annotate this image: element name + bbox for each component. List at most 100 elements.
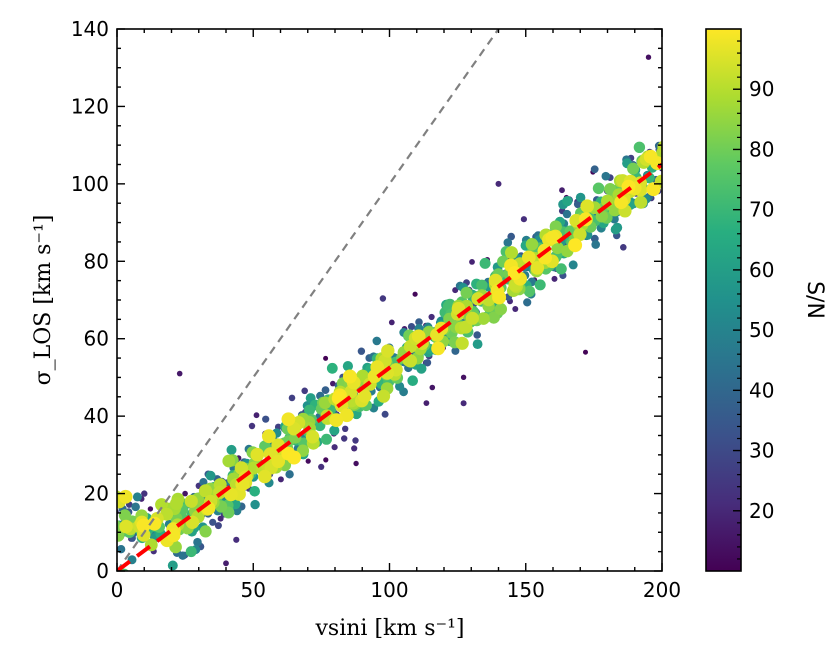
data-point <box>170 497 183 510</box>
y-tick-label: 100 <box>71 172 109 196</box>
data-point <box>185 546 197 558</box>
data-point <box>559 187 565 194</box>
data-point <box>633 141 646 153</box>
data-point <box>381 344 395 358</box>
data-point <box>455 336 469 350</box>
colorbar-tick-label: 50 <box>749 318 774 342</box>
data-point <box>592 182 605 195</box>
y-tick-label: 60 <box>84 327 109 351</box>
y-tick-label: 20 <box>84 482 109 506</box>
data-point <box>217 515 224 522</box>
colorbar-tick-label: 70 <box>749 198 774 222</box>
data-point <box>330 380 336 387</box>
data-point <box>634 195 648 209</box>
data-point <box>423 359 432 367</box>
data-point <box>573 200 582 209</box>
data-point <box>357 389 372 403</box>
y-tick-label: 80 <box>84 249 109 273</box>
data-point <box>545 230 560 245</box>
data-point <box>132 492 142 502</box>
data-point <box>525 238 539 251</box>
data-point <box>367 369 382 384</box>
data-point <box>575 192 586 203</box>
data-point <box>119 519 133 534</box>
data-point <box>147 506 154 512</box>
data-point <box>620 244 627 251</box>
data-point <box>407 323 416 331</box>
data-point <box>465 311 479 325</box>
data-point <box>178 551 187 560</box>
data-point <box>305 430 320 444</box>
data-point <box>494 302 507 316</box>
data-point <box>614 195 628 210</box>
x-tick-label: 150 <box>507 578 545 602</box>
data-point <box>388 319 395 326</box>
data-point <box>141 490 148 497</box>
data-point <box>253 412 260 419</box>
axis-ticks: 0 50 100 150 200 0 20 40 60 80 100 120 140 <box>71 17 681 602</box>
data-point <box>495 180 502 187</box>
data-point <box>555 263 567 275</box>
data-point <box>199 478 208 487</box>
data-point <box>627 162 640 175</box>
colorbar-ticks: 20 30 40 50 60 70 80 90 <box>733 40 774 560</box>
data-point <box>423 400 430 406</box>
data-point <box>407 375 419 387</box>
data-point <box>568 260 578 270</box>
data-point <box>285 470 294 479</box>
data-point <box>318 463 325 470</box>
data-point <box>339 408 354 423</box>
data-point <box>472 339 483 349</box>
colorbar <box>706 29 741 571</box>
data-point <box>262 429 276 444</box>
data-point <box>287 450 301 465</box>
data-point <box>573 227 587 242</box>
data-point <box>551 241 564 255</box>
data-point <box>250 499 260 510</box>
data-point <box>140 602 146 608</box>
data-point <box>429 384 436 391</box>
colorbar-tick-label: 20 <box>749 499 774 523</box>
data-point <box>381 410 389 418</box>
data-point <box>411 329 426 344</box>
data-point <box>428 313 435 321</box>
data-point <box>460 374 467 380</box>
data-point <box>591 240 600 249</box>
data-point <box>351 445 358 452</box>
data-point <box>376 389 391 403</box>
data-point <box>341 435 348 442</box>
data-point <box>342 425 349 432</box>
data-point <box>281 412 296 427</box>
data-point <box>473 331 482 339</box>
data-point <box>395 381 405 391</box>
data-point <box>214 522 222 530</box>
data-point <box>610 224 621 235</box>
data-point <box>471 292 485 306</box>
colorbar-tick-label: 30 <box>749 439 774 463</box>
data-point <box>505 246 518 260</box>
data-point <box>305 458 311 464</box>
data-point <box>166 528 181 543</box>
data-point <box>199 525 212 538</box>
y-tick-label: 120 <box>71 94 109 118</box>
data-point <box>352 437 359 444</box>
data-point <box>226 444 237 455</box>
plot-area <box>117 29 662 571</box>
data-point <box>193 537 202 547</box>
y-tick-label: 0 <box>96 559 109 583</box>
data-point <box>521 250 536 265</box>
data-point <box>223 560 229 567</box>
data-point <box>379 295 387 302</box>
data-point <box>288 394 296 402</box>
plot-frame <box>116 28 663 572</box>
data-point <box>551 275 558 282</box>
data-point <box>304 404 315 416</box>
one-to-one-line <box>117 29 500 571</box>
data-point <box>534 279 546 291</box>
data-point <box>479 257 491 269</box>
y-axis-label: σ_LOS [km s⁻¹] <box>31 215 56 386</box>
data-point <box>469 259 475 265</box>
data-point <box>331 444 338 451</box>
data-point <box>646 182 661 197</box>
data-point <box>184 494 198 508</box>
